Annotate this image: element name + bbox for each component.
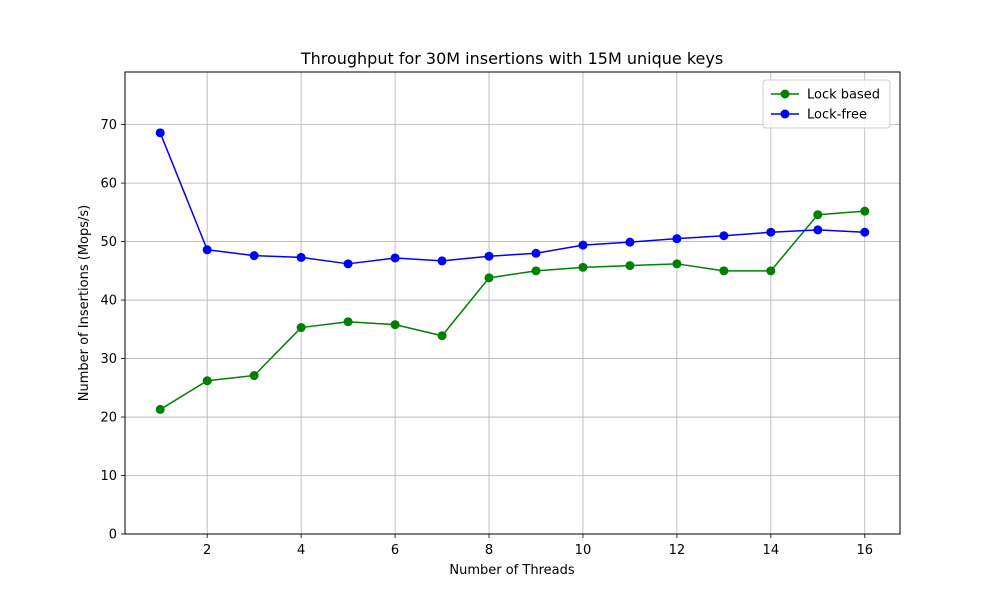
ticks: 2 4 6 8 10 12 14 16 0 10 20 30 40 50 60 70 <box>100 118 873 558</box>
data-point <box>625 237 635 247</box>
legend-item: Lock-free <box>771 108 867 123</box>
data-point <box>390 253 400 263</box>
data-point <box>484 251 494 261</box>
y-tick-label: 60 <box>100 177 117 192</box>
data-point <box>249 371 259 381</box>
x-tick-label: 16 <box>856 543 873 558</box>
data-point <box>155 404 165 414</box>
data-point <box>719 266 729 276</box>
data-point <box>625 261 635 271</box>
data-point <box>578 240 588 250</box>
data-point <box>390 320 400 330</box>
data-point <box>484 273 494 283</box>
series-lock-free <box>155 128 870 269</box>
data-point <box>860 227 870 237</box>
x-tick-label: 2 <box>203 543 211 558</box>
x-tick-label: 8 <box>485 543 493 558</box>
legend-item: Lock based <box>771 88 880 103</box>
data-point <box>249 251 259 261</box>
data-point <box>766 227 776 237</box>
data-point <box>672 234 682 244</box>
y-tick-label: 40 <box>100 294 117 309</box>
y-tick-label: 30 <box>100 352 117 367</box>
legend-label: Lock based <box>807 88 880 103</box>
y-tick-label: 50 <box>100 235 117 250</box>
x-tick-label: 14 <box>763 543 780 558</box>
data-point <box>531 248 541 258</box>
data-point <box>578 262 588 272</box>
y-axis-label: Number of Insertions (Mops/s) <box>77 205 92 402</box>
legend-marker <box>780 109 790 119</box>
series-layer <box>155 128 870 414</box>
y-tick-label: 70 <box>100 118 117 133</box>
data-point <box>155 128 165 138</box>
x-tick-label: 4 <box>297 543 305 558</box>
y-tick-label: 0 <box>109 528 117 543</box>
series-line <box>159 132 865 265</box>
series-line <box>159 210 865 411</box>
data-point <box>813 225 823 235</box>
legend: Lock based Lock-free <box>762 79 891 129</box>
data-point <box>719 231 729 241</box>
x-tick-label: 10 <box>575 543 592 558</box>
data-point <box>343 317 353 327</box>
data-point <box>672 259 682 269</box>
chart-title: Throughput for 30M insertions with 15M u… <box>300 49 723 68</box>
y-tick-label: 20 <box>100 411 117 426</box>
legend-marker <box>780 89 790 99</box>
y-tick-label: 10 <box>100 469 117 484</box>
data-point <box>437 256 447 266</box>
x-axis-label: Number of Threads <box>449 563 574 578</box>
legend-label: Lock-free <box>807 108 867 123</box>
series-lock-based <box>155 206 870 414</box>
data-point <box>343 259 353 269</box>
data-point <box>202 376 212 386</box>
data-point <box>437 331 447 341</box>
data-point <box>296 252 306 262</box>
x-tick-label: 12 <box>669 543 686 558</box>
data-point <box>813 210 823 220</box>
plot-frame <box>124 71 901 535</box>
x-tick-label: 6 <box>391 543 399 558</box>
data-point <box>531 266 541 276</box>
legend-box <box>762 79 891 129</box>
data-point <box>766 266 776 276</box>
data-point <box>860 206 870 216</box>
data-point <box>202 245 212 255</box>
data-point <box>296 323 306 333</box>
